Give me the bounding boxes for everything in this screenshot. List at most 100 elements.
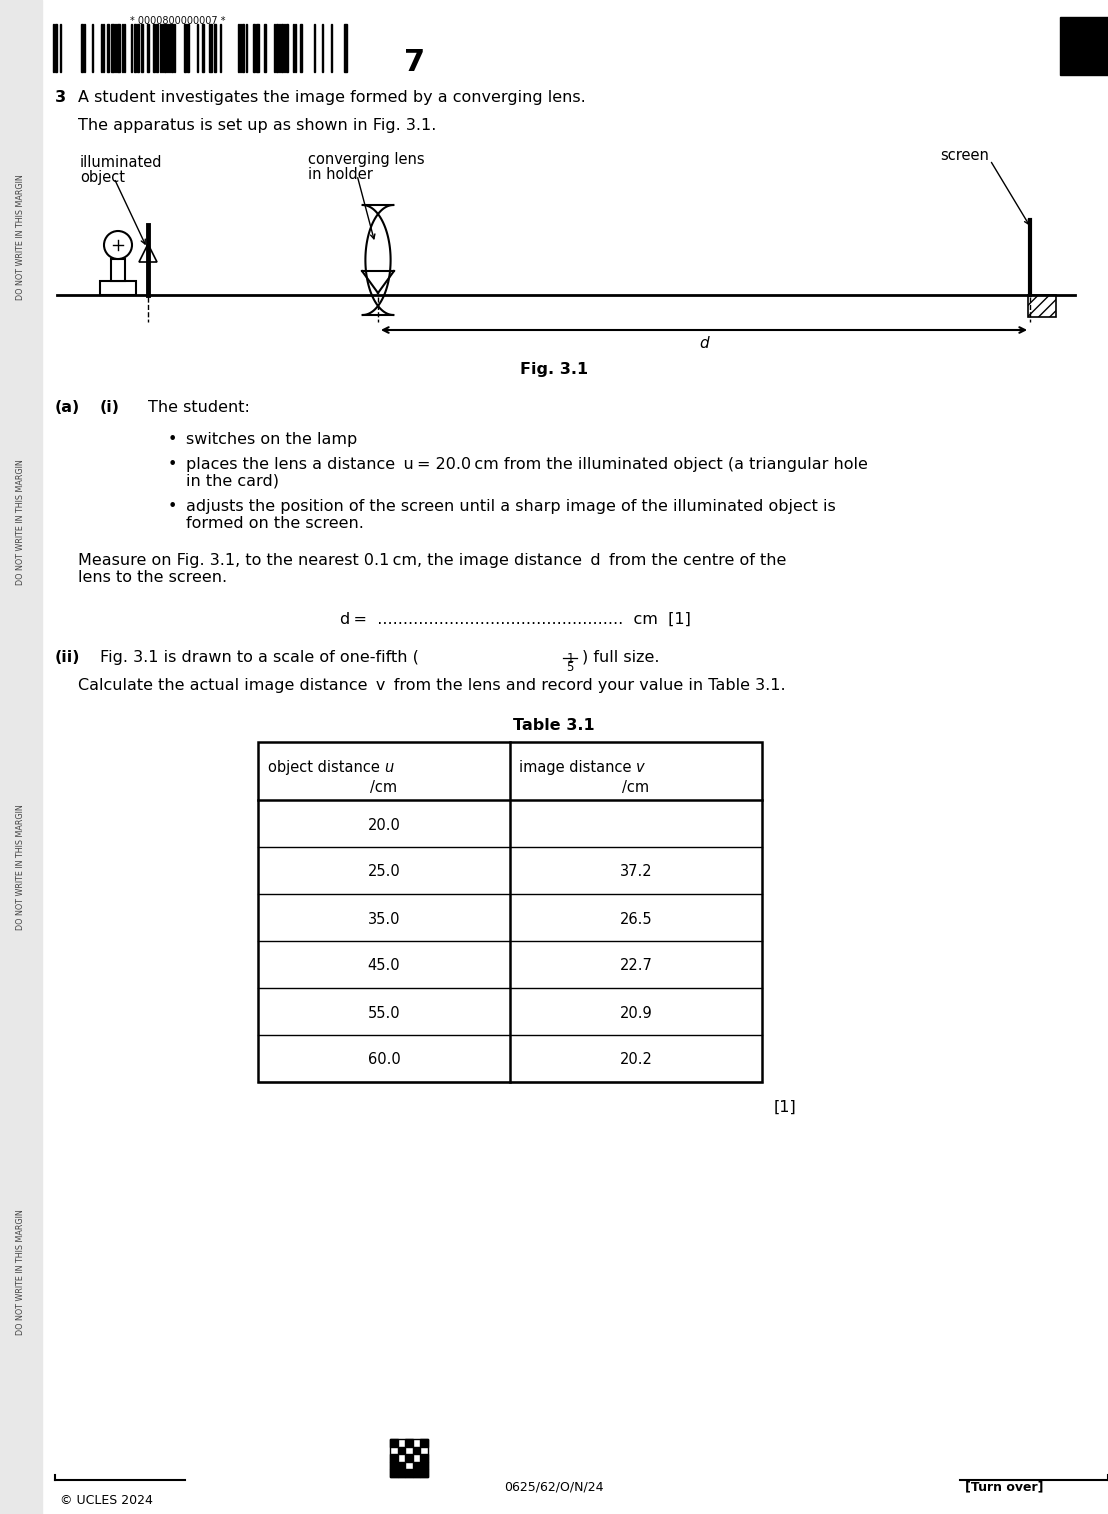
Text: DO NOT WRITE IN THIS MARGIN: DO NOT WRITE IN THIS MARGIN bbox=[17, 1210, 25, 1335]
Bar bbox=[413, 1463, 420, 1470]
Bar bbox=[242, 24, 244, 73]
Text: * 0000800000007 *: * 0000800000007 * bbox=[130, 17, 226, 26]
Bar bbox=[209, 24, 212, 73]
Text: d =  ................................................  cm  [1]: d = ....................................… bbox=[340, 612, 691, 627]
Text: 1: 1 bbox=[566, 653, 574, 665]
Text: adjusts the position of the screen until a sharp image of the illuminated object: adjusts the position of the screen until… bbox=[186, 500, 835, 513]
Text: 7: 7 bbox=[404, 48, 425, 77]
Text: 0625/62/O/N/24: 0625/62/O/N/24 bbox=[504, 1481, 604, 1493]
Text: d: d bbox=[699, 336, 709, 351]
Bar bbox=[134, 24, 136, 73]
Bar bbox=[0, 0, 42, 1514]
Text: DO NOT WRITE IN THIS MARGIN: DO NOT WRITE IN THIS MARGIN bbox=[17, 460, 25, 586]
Text: ) full size.: ) full size. bbox=[582, 650, 659, 665]
Bar bbox=[420, 1470, 428, 1478]
Bar bbox=[137, 24, 138, 73]
Bar bbox=[184, 24, 186, 73]
Text: © UCLES 2024: © UCLES 2024 bbox=[60, 1494, 153, 1506]
Text: The apparatus is set up as shown in Fig. 3.1.: The apparatus is set up as shown in Fig.… bbox=[78, 118, 437, 133]
Text: 55.0: 55.0 bbox=[368, 1005, 400, 1020]
Bar bbox=[420, 1438, 428, 1446]
Bar bbox=[390, 1463, 398, 1470]
Text: Fig. 3.1: Fig. 3.1 bbox=[520, 362, 588, 377]
Text: screen: screen bbox=[940, 148, 988, 164]
Text: •: • bbox=[168, 431, 177, 447]
Bar bbox=[406, 1455, 413, 1463]
Text: Calculate the actual image distance  v  from the lens and record your value in T: Calculate the actual image distance v fr… bbox=[78, 678, 786, 693]
Text: 20.0: 20.0 bbox=[368, 818, 400, 833]
Text: /cm: /cm bbox=[623, 780, 649, 795]
Text: 5: 5 bbox=[566, 662, 574, 674]
Text: 37.2: 37.2 bbox=[619, 864, 653, 880]
Bar bbox=[164, 24, 166, 73]
Bar bbox=[420, 1463, 428, 1470]
Text: Table 3.1: Table 3.1 bbox=[513, 718, 595, 733]
Bar bbox=[187, 24, 189, 73]
Bar bbox=[1028, 295, 1056, 316]
Text: /cm: /cm bbox=[370, 780, 398, 795]
Bar bbox=[413, 1470, 420, 1478]
Bar bbox=[147, 24, 148, 73]
Text: 25.0: 25.0 bbox=[368, 864, 400, 880]
Text: in holder: in holder bbox=[308, 167, 373, 182]
Bar bbox=[256, 24, 259, 73]
Text: •: • bbox=[168, 500, 177, 513]
Text: The student:: The student: bbox=[148, 400, 250, 415]
Bar bbox=[300, 24, 302, 73]
Bar bbox=[398, 1463, 406, 1470]
Text: image distance: image distance bbox=[519, 760, 636, 775]
Text: 20.9: 20.9 bbox=[619, 1005, 653, 1020]
Bar bbox=[420, 1455, 428, 1463]
Bar bbox=[390, 1470, 398, 1478]
Text: switches on the lamp: switches on the lamp bbox=[186, 431, 357, 447]
Bar bbox=[390, 1438, 398, 1446]
Bar bbox=[107, 24, 109, 73]
Bar bbox=[281, 24, 283, 73]
Bar bbox=[276, 24, 278, 73]
Text: Measure on Fig. 3.1, to the nearest 0.1 cm, the image distance  d  from the cent: Measure on Fig. 3.1, to the nearest 0.1 … bbox=[78, 553, 787, 568]
Bar bbox=[343, 24, 347, 73]
Text: 3: 3 bbox=[55, 89, 66, 104]
Bar bbox=[390, 1455, 398, 1463]
Bar bbox=[406, 1438, 413, 1446]
Text: 22.7: 22.7 bbox=[619, 958, 653, 974]
Bar bbox=[111, 259, 125, 282]
Text: [1]: [1] bbox=[774, 1101, 797, 1114]
Bar bbox=[264, 24, 266, 73]
Text: [Turn over]: [Turn over] bbox=[965, 1481, 1044, 1493]
Text: 20.2: 20.2 bbox=[619, 1052, 653, 1067]
Text: 60.0: 60.0 bbox=[368, 1052, 400, 1067]
Text: illuminated: illuminated bbox=[80, 154, 163, 170]
Text: formed on the screen.: formed on the screen. bbox=[186, 516, 363, 531]
Text: 45.0: 45.0 bbox=[368, 958, 400, 974]
Text: •: • bbox=[168, 457, 177, 472]
Bar bbox=[258, 742, 762, 1083]
Bar bbox=[117, 24, 120, 73]
Bar bbox=[156, 24, 158, 73]
Bar bbox=[1060, 17, 1108, 76]
Text: lens to the screen.: lens to the screen. bbox=[78, 569, 227, 584]
Text: Fig. 3.1 is drawn to a scale of one-fifth (: Fig. 3.1 is drawn to a scale of one-fift… bbox=[100, 650, 419, 665]
Text: u: u bbox=[384, 760, 393, 775]
Bar bbox=[214, 24, 216, 73]
Bar bbox=[286, 24, 288, 73]
Text: 26.5: 26.5 bbox=[619, 911, 653, 927]
Bar bbox=[55, 24, 57, 73]
Text: 35.0: 35.0 bbox=[368, 911, 400, 927]
Polygon shape bbox=[138, 244, 157, 262]
Bar bbox=[390, 1438, 428, 1478]
Text: DO NOT WRITE IN THIS MARGIN: DO NOT WRITE IN THIS MARGIN bbox=[17, 804, 25, 931]
Bar bbox=[171, 24, 173, 73]
Bar bbox=[81, 24, 83, 73]
Text: (i): (i) bbox=[100, 400, 120, 415]
Circle shape bbox=[104, 232, 132, 259]
Bar bbox=[100, 282, 136, 295]
Text: places the lens a distance  u = 20.0 cm from the illuminated object (a triangula: places the lens a distance u = 20.0 cm f… bbox=[186, 457, 868, 472]
Text: v: v bbox=[636, 760, 645, 775]
Text: in the card): in the card) bbox=[186, 474, 279, 489]
Bar bbox=[413, 1446, 420, 1455]
Text: converging lens: converging lens bbox=[308, 151, 424, 167]
Bar bbox=[141, 24, 143, 73]
Bar bbox=[253, 24, 255, 73]
Bar bbox=[202, 24, 204, 73]
